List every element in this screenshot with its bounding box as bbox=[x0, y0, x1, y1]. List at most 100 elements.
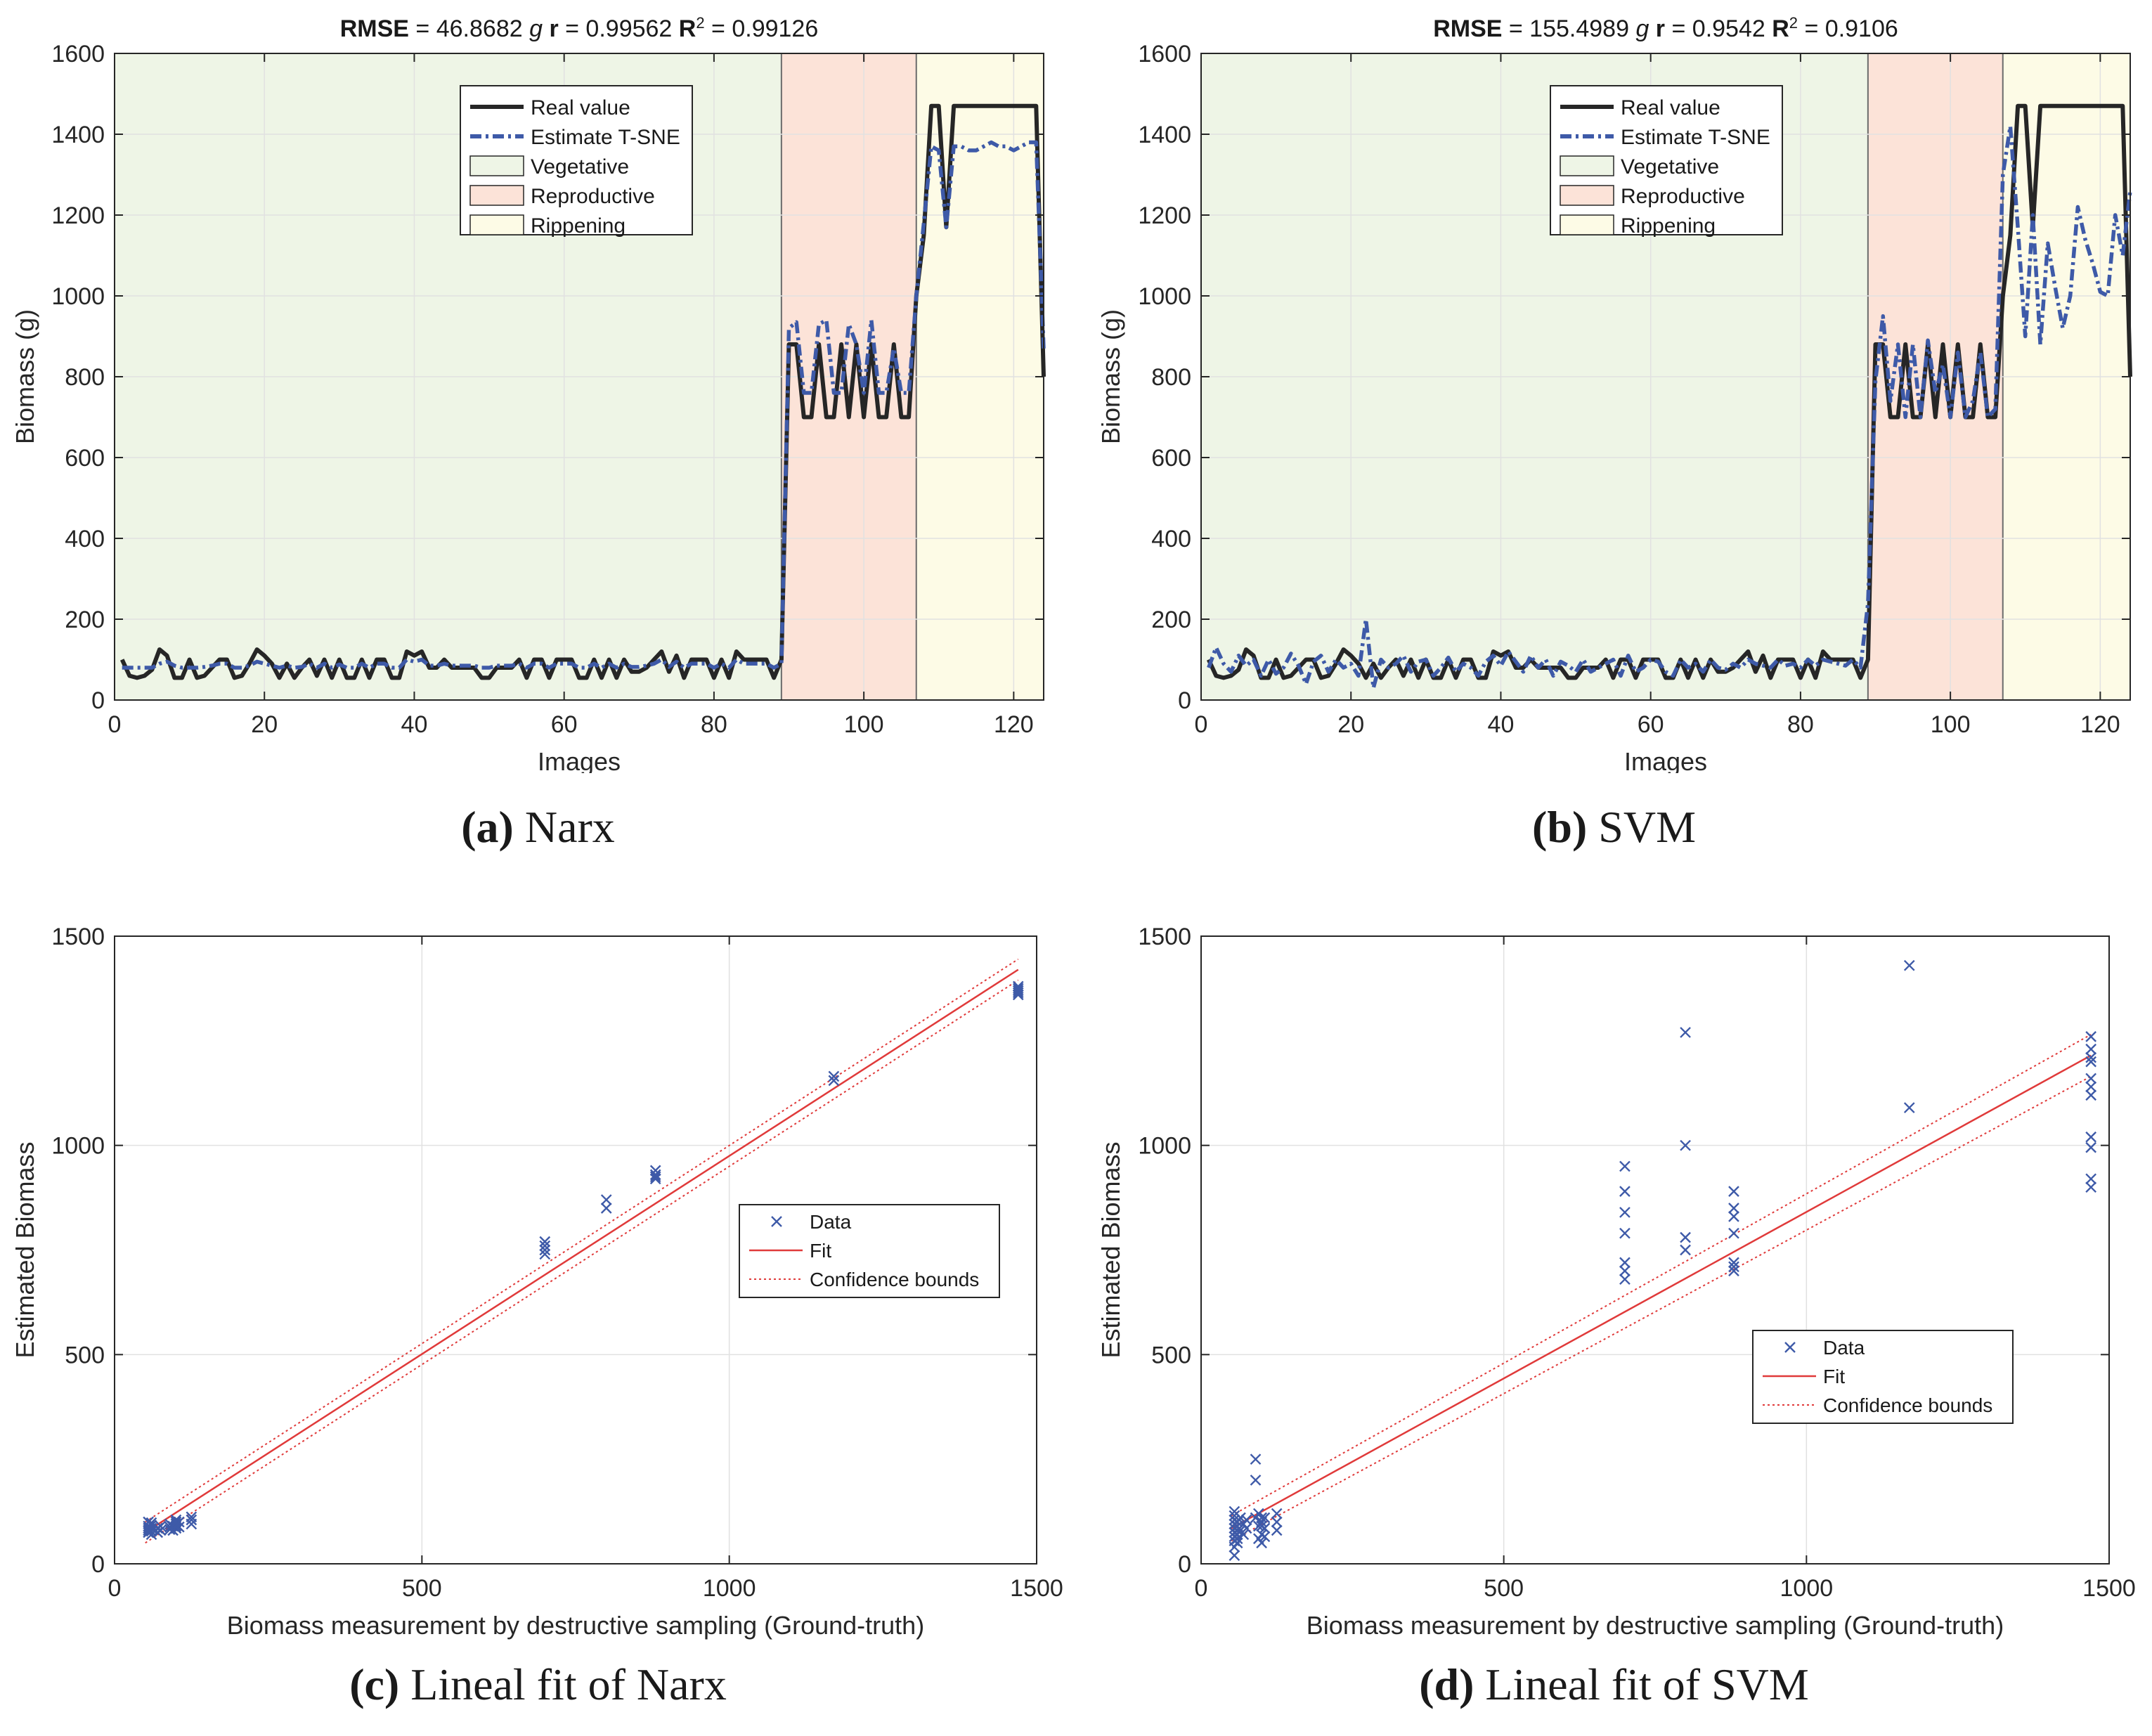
data-point bbox=[2085, 1043, 2097, 1055]
data-point bbox=[1231, 1537, 1243, 1549]
data-point bbox=[1238, 1529, 1250, 1541]
axes-frame bbox=[114, 935, 1037, 1565]
x-tick-label: 1500 bbox=[2082, 1575, 2136, 1602]
title-part-r_label: r bbox=[543, 15, 559, 42]
x-tick-label: 20 bbox=[251, 711, 278, 738]
y-tick-label: 600 bbox=[65, 445, 105, 472]
y-tick-label: 0 bbox=[91, 687, 105, 714]
panel-b: 0 20 40 60 80 100 120 0 200 400 600 800 1000 1200 1400… bbox=[1076, 0, 2152, 864]
data-point bbox=[173, 1516, 185, 1528]
x-tick-label: 0 bbox=[108, 711, 122, 738]
legend-swatch-region bbox=[1560, 155, 1614, 176]
data-point bbox=[170, 1516, 182, 1528]
panel-d: 0 500 1000 1500 0 500 1000 1500 Biomass measurem… bbox=[1076, 879, 2152, 1736]
data-point bbox=[2085, 1056, 2097, 1068]
confidence-bound-lower bbox=[1231, 1075, 2092, 1542]
x-tick-label: 500 bbox=[402, 1575, 442, 1602]
data-point bbox=[2085, 1073, 2097, 1084]
legend-label: Confidence bounds bbox=[1823, 1394, 1992, 1416]
y-tick-label: 1200 bbox=[51, 202, 105, 229]
data-point bbox=[539, 1240, 551, 1252]
data-point bbox=[1256, 1537, 1267, 1549]
caption-c-text: Lineal fit of Narx bbox=[410, 1659, 727, 1709]
chart-title: RMSE = 46.8682 g r = 0.99562 R2 = 0.9912… bbox=[340, 14, 819, 43]
data-points bbox=[143, 980, 1024, 1541]
data-point bbox=[173, 1521, 185, 1533]
y-tick-label: 1000 bbox=[1138, 283, 1191, 310]
data-point bbox=[1256, 1512, 1267, 1524]
data-point bbox=[155, 1524, 167, 1536]
data-point bbox=[828, 1075, 840, 1087]
y-axis-label: Estimated Biomass bbox=[11, 1141, 39, 1358]
y-tick-label: 400 bbox=[65, 526, 105, 552]
data-point bbox=[1240, 1522, 1252, 1534]
fit-line bbox=[1231, 1054, 2092, 1529]
data-point bbox=[1271, 1524, 1283, 1536]
title-part-unit: g bbox=[1629, 15, 1649, 42]
legend-label: Fit bbox=[1823, 1366, 1845, 1387]
data-point bbox=[1012, 980, 1024, 992]
legend-label: Confidence bounds bbox=[810, 1269, 979, 1290]
data-point bbox=[1619, 1265, 1631, 1277]
title-part-rmse: = 155.4989 bbox=[1502, 15, 1629, 42]
legend-swatch-region bbox=[469, 155, 524, 176]
caption-a: (a) Narx bbox=[461, 802, 615, 852]
caption-d-letter: d bbox=[1434, 1659, 1460, 1709]
data-point bbox=[1012, 983, 1024, 995]
data-point bbox=[1728, 1211, 1739, 1222]
data-point bbox=[600, 1194, 612, 1205]
data-point bbox=[1619, 1186, 1631, 1198]
data-point bbox=[1680, 1139, 1691, 1151]
data-point bbox=[1619, 1207, 1631, 1218]
y-tick-label: 1000 bbox=[51, 1133, 105, 1160]
data-point bbox=[1680, 1231, 1691, 1243]
x-tick-label: 1000 bbox=[1780, 1575, 1834, 1602]
data-point bbox=[1259, 1531, 1271, 1543]
legend-label: Fit bbox=[810, 1240, 831, 1262]
y-tick-label: 500 bbox=[65, 1342, 105, 1368]
x-tick-label: 120 bbox=[2080, 711, 2120, 738]
data-point bbox=[1271, 1516, 1283, 1528]
legend-box bbox=[1550, 85, 1783, 235]
title-part-r: = 0.9542 bbox=[1665, 15, 1765, 42]
y-tick-label: 600 bbox=[1151, 445, 1191, 472]
y-tick-label: 400 bbox=[1151, 526, 1191, 552]
x-tick-label: 1500 bbox=[1010, 1575, 1063, 1602]
data-point bbox=[2085, 1181, 2097, 1193]
x-tick-label: 40 bbox=[401, 711, 428, 738]
legend-label: Data bbox=[810, 1211, 852, 1233]
data-point bbox=[186, 1514, 197, 1526]
data-point bbox=[2085, 1089, 2097, 1101]
caption-a-letter: a bbox=[476, 802, 499, 852]
legend-label-series: Real value bbox=[1621, 96, 1720, 119]
data-point bbox=[1271, 1508, 1283, 1520]
y-tick-label: 0 bbox=[1178, 687, 1191, 714]
data-point bbox=[1235, 1512, 1246, 1524]
caption-b-letter: b bbox=[1547, 802, 1572, 852]
x-tick-label: 1000 bbox=[703, 1575, 756, 1602]
y-tick-label: 800 bbox=[1151, 364, 1191, 391]
data-point bbox=[828, 1070, 840, 1082]
legend-swatch-data bbox=[771, 1216, 782, 1227]
caption-d: (d) Lineal fit of SVM bbox=[1419, 1659, 1809, 1709]
x-tick-label: 60 bbox=[1638, 711, 1664, 738]
caption-c: (c) Lineal fit of Narx bbox=[349, 1659, 727, 1709]
series-line-1 bbox=[122, 140, 1046, 670]
y-tick-label: 1200 bbox=[1138, 202, 1191, 229]
data-point bbox=[649, 1173, 661, 1185]
legend-label-region: Reproductive bbox=[531, 185, 655, 208]
data-point bbox=[2085, 1051, 2097, 1063]
data-point bbox=[539, 1244, 551, 1256]
data-point bbox=[1231, 1533, 1243, 1545]
chart-d-svg: 0 500 1000 1500 0 500 1000 1500 Biomass measurem… bbox=[1096, 924, 2136, 1640]
y-axis-label: Estimated Biomass bbox=[1096, 1141, 1125, 1358]
data-point bbox=[539, 1248, 551, 1260]
y-tick-label: 1600 bbox=[1138, 41, 1191, 67]
data-point bbox=[1250, 1453, 1262, 1465]
legend-label-series: Estimate T-SNE bbox=[531, 126, 680, 149]
x-tick-label: 0 bbox=[1195, 1575, 1208, 1602]
data-point bbox=[1619, 1274, 1631, 1285]
data-point bbox=[1012, 985, 1024, 997]
x-tick-label: 100 bbox=[844, 711, 884, 738]
data-point bbox=[1680, 1244, 1691, 1256]
